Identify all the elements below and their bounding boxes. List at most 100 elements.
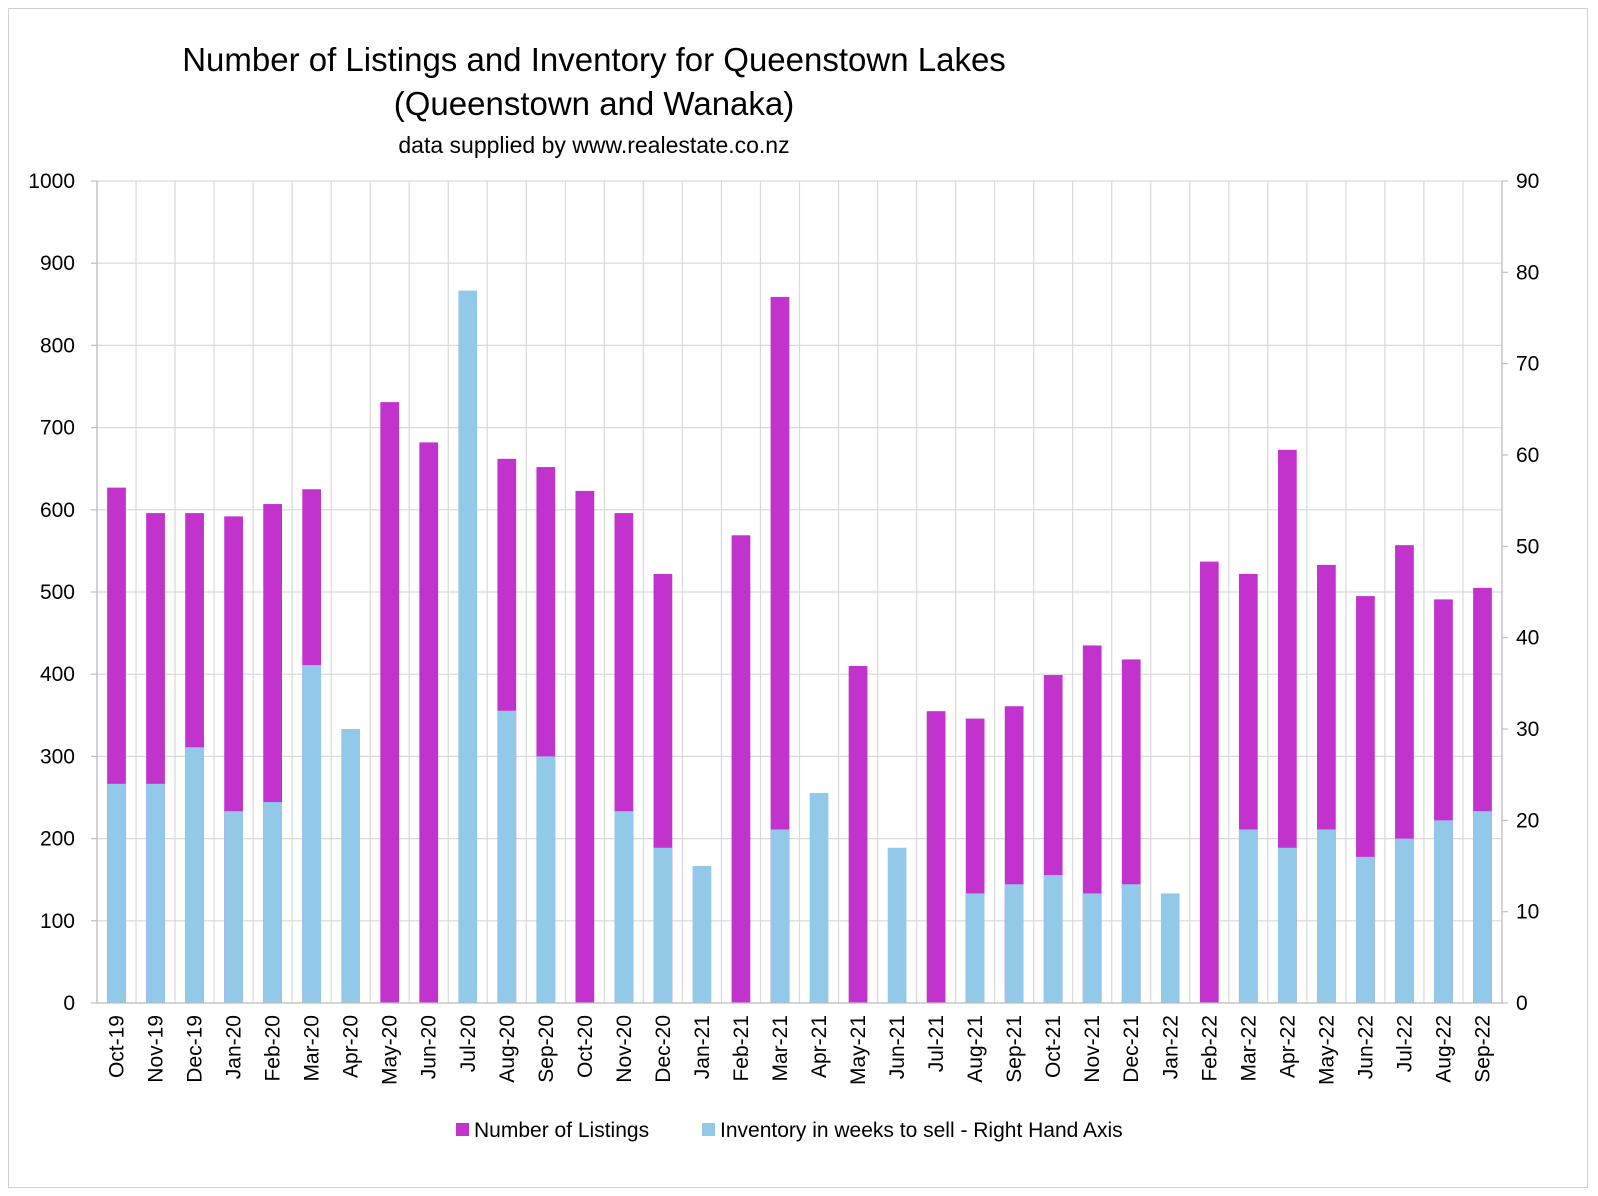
x-tick-label: Nov-19: [145, 1015, 168, 1083]
bar-inventory-Sep-20: [536, 756, 556, 1003]
bar-listings-Feb-21: [731, 535, 751, 1003]
chart-subtitle: data supplied by www.realestate.co.nz: [398, 132, 789, 158]
bar-inventory-Apr-22: [1277, 847, 1297, 1003]
legend-label-listings: Number of Listings: [474, 1119, 649, 1142]
bar-listings-Feb-22: [1199, 561, 1219, 1003]
x-tick-label: Apr-20: [340, 1015, 363, 1078]
x-tick-label: Feb-21: [730, 1015, 753, 1082]
x-tick-label: Apr-22: [1276, 1015, 1299, 1078]
x-tick-label: Jun-22: [1354, 1015, 1377, 1079]
bar-inventory-Jul-22: [1395, 838, 1414, 1003]
x-tick-label: Jul-20: [457, 1015, 480, 1072]
x-tick-label: Feb-22: [1198, 1015, 1221, 1082]
bar-inventory-Oct-21: [1043, 875, 1063, 1003]
y-right-tick-label: 80: [1516, 261, 1539, 284]
x-tick-label: Jan-22: [1159, 1015, 1182, 1079]
x-tick-label: Jan-20: [223, 1015, 246, 1079]
x-tick-label: Oct-20: [574, 1015, 597, 1078]
legend-swatch-listings: [456, 1123, 469, 1136]
y-left-tick-label: 100: [40, 910, 75, 933]
x-tick-label: May-20: [379, 1015, 402, 1085]
y-right-tick-label: 60: [1516, 444, 1539, 467]
y-right-tick-label: 50: [1516, 535, 1539, 558]
bar-inventory-Oct-19: [107, 783, 126, 1003]
bar-inventory-Jan-22: [1160, 893, 1180, 1003]
chart-frame: Number of Listings and Inventory for Que…: [8, 8, 1588, 1188]
x-tick-label: Dec-20: [652, 1015, 675, 1083]
x-tick-label: Aug-20: [496, 1015, 519, 1083]
x-tick-label: Mar-21: [769, 1015, 792, 1082]
bar-inventory-Jun-21: [887, 847, 907, 1003]
x-tick-label: May-22: [1315, 1015, 1338, 1085]
legend: Number of Listings Inventory in weeks to…: [456, 1119, 1123, 1142]
bar-inventory-Jan-21: [692, 866, 712, 1003]
x-tick-label: Aug-22: [1432, 1015, 1455, 1083]
bar-inventory-Mar-20: [302, 665, 322, 1003]
bar-inventory-Mar-22: [1238, 829, 1258, 1003]
y-left-axis: 0 100 200 300 400 500 600 700 800 900 1000: [28, 170, 97, 1015]
x-tick-label: Nov-21: [1081, 1015, 1104, 1083]
y-left-tick-label: 400: [40, 663, 75, 686]
y-left-tick-label: 800: [40, 334, 75, 357]
x-tick-label: Jul-22: [1393, 1015, 1416, 1072]
x-tick-label: Oct-21: [1042, 1015, 1065, 1078]
y-right-tick-label: 40: [1516, 627, 1539, 650]
bar-inventory-Jan-20: [224, 811, 243, 1003]
bar-inventory-Aug-21: [965, 893, 985, 1003]
bar-inventory-Nov-21: [1082, 893, 1102, 1003]
y-left-tick-label: 500: [40, 581, 75, 604]
x-tick-label: Sep-21: [1003, 1015, 1026, 1083]
y-left-tick-label: 600: [40, 499, 75, 522]
y-left-tick-label: 1000: [28, 170, 75, 193]
bar-inventory-Feb-20: [263, 802, 282, 1003]
y-left-tick-label: 300: [40, 745, 75, 768]
chart-title-line2: (Queenstown and Wanaka): [394, 85, 795, 122]
bar-inventory-Mar-21: [770, 829, 790, 1003]
y-left-tick-label: 700: [40, 417, 75, 440]
x-tick-label: Feb-20: [262, 1015, 285, 1082]
x-tick-label: Mar-20: [301, 1015, 324, 1082]
chart-title-line1: Number of Listings and Inventory for Que…: [182, 41, 1006, 78]
legend-swatch-inventory: [702, 1123, 715, 1136]
bar-listings-May-21: [848, 665, 868, 1003]
y-right-tick-label: 90: [1516, 170, 1539, 193]
y-right-tick-label: 0: [1516, 992, 1528, 1015]
legend-label-inventory: Inventory in weeks to sell - Right Hand …: [720, 1119, 1123, 1142]
y-right-tick-label: 10: [1516, 901, 1539, 924]
x-tick-label: Dec-19: [184, 1015, 207, 1083]
y-left-tick-label: 200: [40, 828, 75, 851]
bar-inventory-Aug-20: [497, 710, 517, 1003]
x-axis-labels: Oct-19 Nov-19 Dec-19 Jan-20 Feb-20 Mar-20 Apr-…: [106, 1015, 1495, 1085]
bar-inventory-May-22: [1317, 829, 1336, 1003]
bar-inventory-Aug-22: [1434, 820, 1453, 1003]
bar-inventory-Dec-20: [653, 847, 673, 1003]
bar-inventory-Dec-21: [1121, 884, 1141, 1003]
x-tick-label: Sep-22: [1471, 1015, 1494, 1083]
x-tick-label: Sep-20: [535, 1015, 558, 1083]
chart-svg: Number of Listings and Inventory for Que…: [28, 41, 1539, 1142]
bar-listings-Mar-21: [770, 296, 790, 1004]
x-tick-label: Jan-21: [691, 1015, 714, 1079]
y-right-axis: 0 10 20 30 40 50 60 70 80 90: [1502, 170, 1539, 1015]
bar-inventory-Sep-22: [1473, 811, 1492, 1003]
y-right-tick-label: 20: [1516, 809, 1539, 832]
y-left-tick-label: 900: [40, 252, 75, 275]
x-tick-label: Jun-21: [886, 1015, 909, 1079]
bar-listings-Jul-21: [926, 711, 946, 1003]
x-tick-label: Mar-22: [1237, 1015, 1260, 1082]
x-tick-label: Oct-19: [106, 1015, 129, 1078]
bar-listings-Oct-20: [575, 490, 595, 1003]
bar-listings-May-20: [380, 402, 400, 1003]
bar-inventory-Nov-19: [146, 783, 165, 1003]
x-tick-label: Aug-21: [964, 1015, 987, 1083]
bar-listings-Jun-20: [419, 442, 439, 1003]
y-right-tick-label: 30: [1516, 718, 1539, 741]
bar-inventory-Apr-21: [809, 792, 829, 1003]
bar-inventory-Jul-20: [458, 290, 478, 1004]
bars-group: [107, 290, 1492, 1004]
bar-inventory-Sep-21: [1004, 884, 1024, 1003]
x-tick-label: Dec-21: [1120, 1015, 1143, 1083]
bar-inventory-Dec-19: [185, 747, 204, 1003]
y-left-tick-label: 0: [63, 992, 75, 1015]
x-tick-label: Jul-21: [925, 1015, 948, 1072]
